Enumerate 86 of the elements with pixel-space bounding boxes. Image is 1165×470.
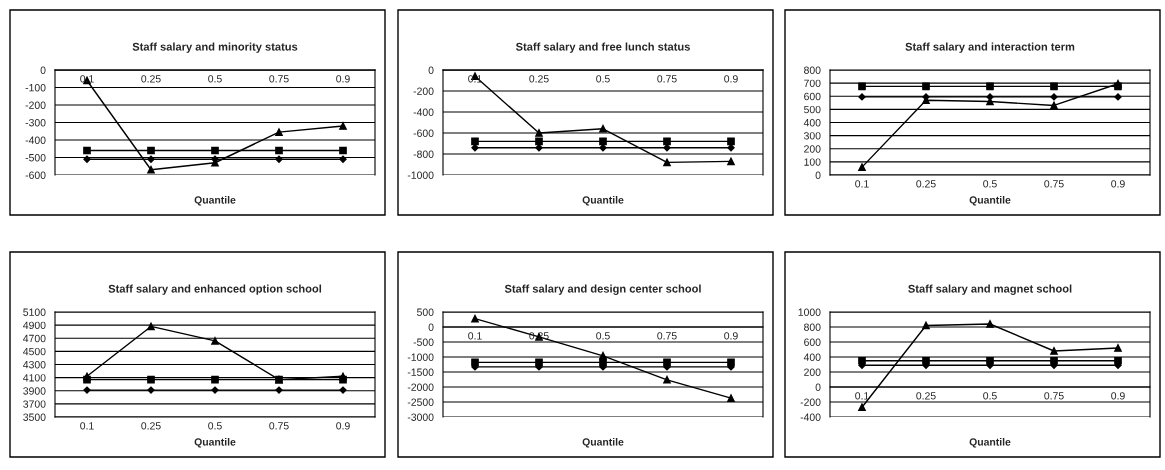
y-tick-label: 5100 xyxy=(23,308,46,316)
y-tick-label: 3500 xyxy=(23,413,46,421)
x-tick-label: 0.25 xyxy=(141,422,161,430)
y-tick-label: 400 xyxy=(803,119,821,127)
y-tick-label: 800 xyxy=(804,66,821,74)
y-tick-label: 4700 xyxy=(23,334,46,343)
x-tick-label: 0.1 xyxy=(855,180,869,188)
x-tick-label: 0.25 xyxy=(141,75,161,83)
x-tick-label: 0.75 xyxy=(1044,392,1064,400)
x-axis-title: Quantile xyxy=(194,196,236,206)
x-tick-label: 0.5 xyxy=(983,180,997,188)
y-tick-label: 4900 xyxy=(23,321,46,329)
y-tick-label: -600 xyxy=(25,171,46,179)
y-tick-label: -3000 xyxy=(407,413,434,421)
x-tick-label: 0.9 xyxy=(336,422,350,430)
y-tick-label: -500 xyxy=(25,154,46,162)
y-tick-label: 0 xyxy=(815,171,821,179)
y-tick-label: -200 xyxy=(800,398,821,406)
x-axis-title: Quantile xyxy=(969,438,1011,448)
y-tick-label: -2500 xyxy=(407,398,434,406)
y-tick-label: -1500 xyxy=(407,368,434,376)
y-tick-label: 0 xyxy=(40,66,46,74)
x-tick-label: 0.5 xyxy=(208,422,222,430)
y-tick-label: -1000 xyxy=(407,353,434,361)
x-tick-label: 0.75 xyxy=(657,75,677,83)
x-tick-label: 0.75 xyxy=(269,75,289,83)
x-tick-label: 0.75 xyxy=(657,332,677,340)
x-tick-label: 0.1 xyxy=(80,422,94,430)
x-tick-label: 0.1 xyxy=(855,392,869,400)
x-tick-label: 0.25 xyxy=(916,392,936,400)
chart-title: Staff salary and magnet school xyxy=(908,284,1072,295)
y-tick-label: -400 xyxy=(800,413,821,421)
x-tick-label: 0.25 xyxy=(916,180,936,188)
y-tick-label: 100 xyxy=(804,158,821,166)
y-tick-label: 4100 xyxy=(23,374,46,382)
x-tick-label: 0.25 xyxy=(529,75,549,83)
y-tick-label: 400 xyxy=(803,353,821,361)
y-tick-label: -400 xyxy=(25,136,46,144)
x-axis-title: Quantile xyxy=(582,196,624,206)
x-tick-label: 0.5 xyxy=(596,75,610,83)
chart-title: Staff salary and enhanced option school xyxy=(108,284,322,295)
x-tick-label: 0.75 xyxy=(1044,180,1064,188)
y-tick-label: 600 xyxy=(804,92,821,101)
y-tick-label: 800 xyxy=(804,323,821,331)
y-tick-label: 300 xyxy=(803,132,821,140)
x-tick-label: 0.9 xyxy=(724,332,738,340)
y-tick-label: -400 xyxy=(413,108,434,116)
y-tick-label: 1000 xyxy=(798,308,821,316)
y-tick-label: 0 xyxy=(428,323,434,331)
y-tick-label: -300 xyxy=(25,119,46,127)
y-tick-label: 4500 xyxy=(23,347,46,356)
chart-title: Staff salary and design center school xyxy=(504,284,701,295)
y-tick-label: 200 xyxy=(804,368,821,376)
chart-title: Staff salary and minority status xyxy=(132,42,298,53)
y-tick-label: -200 xyxy=(413,87,434,95)
x-axis-title: Quantile xyxy=(582,438,624,448)
y-tick-label: 500 xyxy=(804,105,821,114)
y-tick-label: -100 xyxy=(25,84,46,92)
y-tick-label: 0 xyxy=(428,66,434,74)
y-tick-label: -800 xyxy=(413,150,434,158)
y-tick-label: -2000 xyxy=(407,383,434,391)
chart-title: Staff salary and free lunch status xyxy=(515,42,690,53)
x-tick-label: 0.9 xyxy=(336,75,350,83)
y-tick-label: -600 xyxy=(413,129,434,137)
y-tick-label: -1000 xyxy=(407,171,434,179)
y-tick-label: 3700 xyxy=(23,400,46,408)
y-tick-label: 500 xyxy=(417,308,434,316)
y-tick-label: 700 xyxy=(804,79,821,87)
y-tick-label: 600 xyxy=(804,338,821,346)
x-tick-label: 0.9 xyxy=(1111,180,1125,188)
x-tick-label: 0.75 xyxy=(269,422,289,430)
x-tick-label: 0.5 xyxy=(596,332,610,340)
x-tick-label: 0.9 xyxy=(1111,392,1125,400)
y-tick-label: -500 xyxy=(413,338,434,346)
y-tick-label: 3900 xyxy=(23,387,46,395)
y-tick-label: 4300 xyxy=(23,361,46,369)
y-tick-label: 200 xyxy=(804,145,821,153)
chart-title: Staff salary and interaction term xyxy=(905,42,1075,53)
x-axis-title: Quantile xyxy=(969,196,1011,206)
x-tick-label: 0.1 xyxy=(468,332,482,340)
x-tick-label: 0.5 xyxy=(983,392,997,400)
x-tick-label: 0.5 xyxy=(208,75,222,83)
y-tick-label: 0 xyxy=(815,383,821,391)
y-tick-label: -200 xyxy=(25,101,46,109)
x-axis-title: Quantile xyxy=(194,438,236,448)
x-tick-label: 0.9 xyxy=(724,75,738,83)
